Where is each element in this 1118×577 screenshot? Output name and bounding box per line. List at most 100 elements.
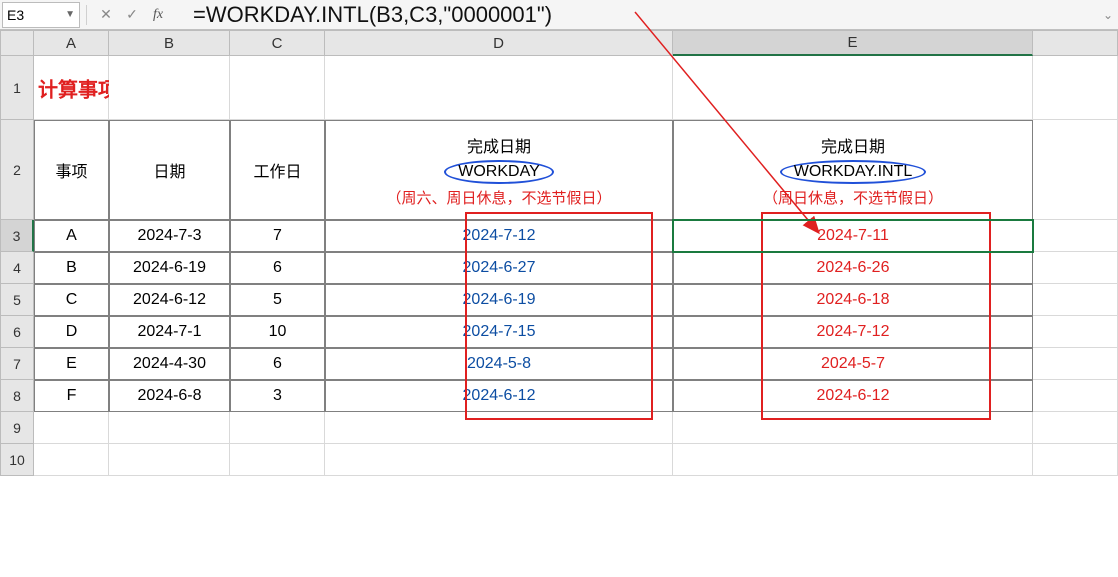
col-header-A[interactable]: A [34,30,109,56]
cell-C8[interactable]: 3 [230,380,325,412]
cell-A6[interactable]: D [34,316,109,348]
cell-A3[interactable]: A [34,220,109,252]
row-header-6[interactable]: 6 [0,316,34,348]
cell-C3[interactable]: 7 [230,220,325,252]
formula-bar-buttons: ✕ ✓ fx [91,6,173,23]
table-row: 4B2024-6-1962024-6-272024-6-26 [0,252,1118,284]
cell-B1[interactable] [109,56,230,120]
fx-icon[interactable]: fx [151,7,165,23]
col-header-D[interactable]: D [325,30,673,56]
cell-D10[interactable] [325,444,673,476]
cell-A5[interactable]: C [34,284,109,316]
cell-rest-4[interactable] [1033,252,1118,284]
accept-icon[interactable]: ✓ [125,6,139,23]
col-header-B[interactable]: B [109,30,230,56]
row-9: 9 [0,412,1118,444]
header-date: 日期 [153,158,185,182]
cell-B8[interactable]: 2024-6-8 [109,380,230,412]
cell-A4[interactable]: B [34,252,109,284]
cell-B10[interactable] [109,444,230,476]
chevron-down-icon[interactable]: ▼ [65,9,75,20]
cell-E5-value: 2024-6-18 [817,291,890,309]
cell-A7[interactable]: E [34,348,109,380]
cell-rest-5[interactable] [1033,284,1118,316]
cell-rest-6[interactable] [1033,316,1118,348]
cell-A10[interactable] [34,444,109,476]
cell-E9[interactable] [673,412,1033,444]
cell-rest-1[interactable] [1033,56,1118,120]
cell-E5[interactable]: 2024-6-18 [673,284,1033,316]
cell-B3[interactable]: 2024-7-3 [109,220,230,252]
cell-E10[interactable] [673,444,1033,476]
row-header-5[interactable]: 5 [0,284,34,316]
row-header-8[interactable]: 8 [0,380,34,412]
cell-D5[interactable]: 2024-6-19 [325,284,673,316]
cell-B9[interactable] [109,412,230,444]
cell-D6[interactable]: 2024-7-15 [325,316,673,348]
cell-E6-value: 2024-7-12 [817,323,890,341]
col-header-E[interactable]: E [673,30,1033,56]
cell-D4[interactable]: 2024-6-27 [325,252,673,284]
cell-C2[interactable]: 工作日 [230,120,325,220]
cell-rest-9[interactable] [1033,412,1118,444]
cell-C5[interactable]: 5 [230,284,325,316]
cell-C7[interactable]: 6 [230,348,325,380]
cancel-icon[interactable]: ✕ [99,6,113,23]
cell-C6[interactable]: 10 [230,316,325,348]
cell-E6[interactable]: 2024-7-12 [673,316,1033,348]
table-row: 5C2024-6-1252024-6-192024-6-18 [0,284,1118,316]
select-all-corner[interactable] [0,30,34,56]
cell-B6[interactable]: 2024-7-1 [109,316,230,348]
row-header-9[interactable]: 9 [0,412,34,444]
cell-C10[interactable] [230,444,325,476]
cell-rest-7[interactable] [1033,348,1118,380]
cell-B7[interactable]: 2024-4-30 [109,348,230,380]
cell-C9[interactable] [230,412,325,444]
rows-container: 1 计算事项办理完成日期 2 事项 日期 工作日 完成日期 WORKDAY （周… [0,56,1118,476]
cell-C4[interactable]: 6 [230,252,325,284]
cell-E8-value: 2024-6-12 [817,387,890,405]
cell-E1[interactable] [673,56,1033,120]
row-header-10[interactable]: 10 [0,444,34,476]
formula-input[interactable]: =WORKDAY.INTL(B3,C3,"0000001") [173,2,1098,28]
cell-C1[interactable] [230,56,325,120]
cell-D3[interactable]: 2024-7-12 [325,220,673,252]
cell-D8[interactable]: 2024-6-12 [325,380,673,412]
expand-formula-bar-icon[interactable]: ⌄ [1098,8,1118,22]
cell-B4[interactable]: 2024-6-19 [109,252,230,284]
row-header-4[interactable]: 4 [0,252,34,284]
row-header-2[interactable]: 2 [0,120,34,220]
name-box[interactable]: E3 ▼ [2,2,80,28]
formula-bar: E3 ▼ ✕ ✓ fx =WORKDAY.INTL(B3,C3,"0000001… [0,0,1118,30]
cell-E8[interactable]: 2024-6-12 [673,380,1033,412]
cell-D9[interactable] [325,412,673,444]
cell-A8[interactable]: F [34,380,109,412]
cell-B5[interactable]: 2024-6-12 [109,284,230,316]
cell-E3[interactable]: 2024-7-11 [673,220,1033,252]
col-header-rest[interactable] [1033,30,1118,56]
cell-B2[interactable]: 日期 [109,120,230,220]
cell-D1[interactable] [325,56,673,120]
cell-B6-value: 2024-7-1 [137,323,201,341]
cell-E2[interactable]: 完成日期 WORKDAY.INTL （周日休息，不选节假日） [673,120,1033,220]
cell-A3-value: A [66,227,77,245]
cell-A2[interactable]: 事项 [34,120,109,220]
cell-D2[interactable]: 完成日期 WORKDAY （周六、周日休息，不选节假日） [325,120,673,220]
cell-D6-value: 2024-7-15 [463,323,536,341]
cell-E4[interactable]: 2024-6-26 [673,252,1033,284]
cell-A9[interactable] [34,412,109,444]
row-header-1[interactable]: 1 [0,56,34,120]
cell-C7-value: 6 [273,355,282,373]
row-header-7[interactable]: 7 [0,348,34,380]
cell-A5-value: C [66,291,78,309]
cell-D7[interactable]: 2024-5-8 [325,348,673,380]
header-e-oval: WORKDAY.INTL [780,160,927,184]
cell-E7[interactable]: 2024-5-7 [673,348,1033,380]
cell-rest-10[interactable] [1033,444,1118,476]
cell-A1[interactable]: 计算事项办理完成日期 [34,56,109,120]
cell-rest-8[interactable] [1033,380,1118,412]
cell-rest-3[interactable] [1033,220,1118,252]
col-header-C[interactable]: C [230,30,325,56]
row-header-3[interactable]: 3 [0,220,34,252]
cell-rest-2[interactable] [1033,120,1118,220]
